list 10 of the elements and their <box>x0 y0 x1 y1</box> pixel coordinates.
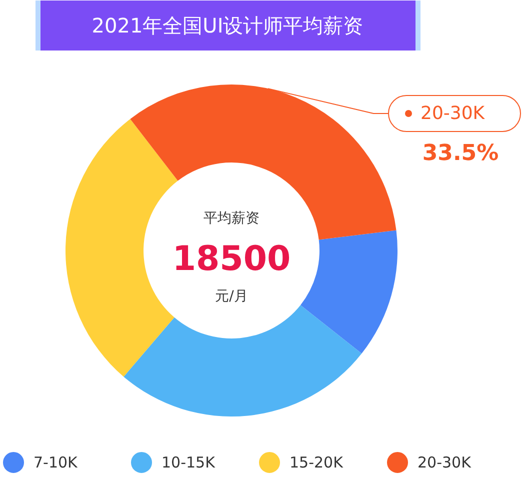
legend-label: 20-30K <box>420 103 486 124</box>
legend-label: 10-15K <box>162 454 216 472</box>
text: 元/月 <box>215 288 248 304</box>
text: 平均薪资 <box>204 210 260 226</box>
text: 18500 <box>172 239 291 279</box>
legend-label: 7-10K <box>34 454 79 472</box>
legend-label: 15-20K <box>290 454 344 472</box>
data-label: 33.5% <box>422 141 499 166</box>
chart-title: 2021年全国UI设计师平均薪资 <box>92 14 364 38</box>
category-label: 20-30K <box>418 454 471 472</box>
